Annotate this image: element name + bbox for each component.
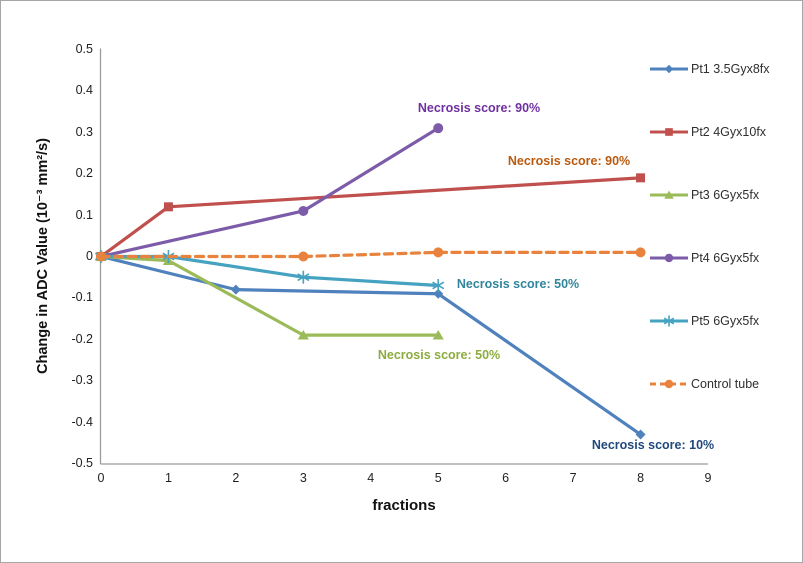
y-tick-label: 0.4 [75, 83, 93, 98]
series-marker-1 [230, 284, 241, 295]
y-tick-label: -0.4 [71, 414, 93, 429]
necrosis-annotation: Necrosis score: 90% [417, 101, 541, 115]
legend-swatch [650, 128, 688, 136]
necrosis-annotation: Necrosis score: 90% [507, 154, 631, 168]
series-marker-1 [635, 429, 646, 440]
legend-label: Pt2 4Gyx10fx [691, 125, 767, 139]
series-line-2 [99, 176, 643, 259]
x-tick-label: 3 [299, 471, 307, 485]
necrosis-annotation: Necrosis score: 50% [377, 348, 501, 362]
x-tick-label: 0 [97, 471, 105, 485]
series-line-6 [99, 250, 643, 259]
y-tick-label: 0.1 [75, 207, 93, 222]
legend-item-4: Pt4 6Gyx5fx [650, 245, 759, 271]
series-line-1 [99, 254, 643, 437]
legend-item-3: Pt3 6Gyx5fx [650, 182, 759, 208]
x-tick-label: 5 [434, 471, 442, 485]
legend-label: Pt4 6Gyx5fx [691, 251, 760, 265]
necrosis-annotation: Necrosis score: 10% [591, 438, 715, 452]
legend-label: Pt3 6Gyx5fx [691, 188, 760, 202]
y-tick-label: -0.5 [71, 456, 93, 470]
x-tick-label: 9 [704, 471, 712, 485]
y-axis-title: Change in ADC Value (10⁻³ mm²/s) [35, 138, 51, 374]
series-marker-6 [96, 251, 106, 262]
x-tick-label: 4 [367, 471, 375, 485]
series-marker-6 [433, 247, 444, 258]
series-marker-2 [636, 173, 646, 183]
y-tick-label: -0.1 [71, 290, 93, 305]
series-marker-2 [163, 202, 173, 212]
series-line-3 [99, 254, 440, 337]
legend-label: Pt1 3.5Gyx8fx [691, 62, 770, 76]
legend-item-5: Pt5 6Gyx5fx [650, 308, 759, 334]
series-marker-5 [297, 270, 310, 284]
x-tick-label: 1 [164, 471, 172, 485]
series-marker-6 [298, 251, 309, 262]
series-marker-1 [433, 288, 444, 299]
y-tick-label: 0.5 [75, 42, 93, 56]
y-tick-label: 0.2 [75, 166, 93, 181]
y-tick-label: -0.2 [71, 331, 93, 346]
x-tick-label: 2 [232, 471, 240, 485]
legend-swatch [650, 253, 688, 263]
series-marker-3 [297, 329, 309, 340]
series-marker-6 [635, 247, 646, 258]
x-tick-label: 6 [502, 471, 510, 485]
legend-swatch [650, 64, 688, 74]
y-tick-label: 0 [86, 249, 93, 263]
legend-swatch [650, 379, 688, 389]
series-marker-3 [432, 329, 444, 340]
series-marker-5 [432, 278, 445, 292]
x-tick-label: 8 [637, 471, 645, 485]
legend-item-6: Control tube [650, 371, 759, 397]
x-tick-label: 7 [569, 471, 577, 485]
legend-item-2: Pt2 4Gyx10fx [650, 119, 766, 145]
legend-swatch [650, 190, 688, 199]
series-marker-4 [433, 123, 444, 134]
series-marker-4 [298, 205, 309, 216]
legend-label: Control tube [691, 377, 760, 391]
y-tick-label: -0.3 [71, 373, 93, 388]
legend-swatch [650, 315, 688, 327]
legend-label: Pt5 6Gyx5fx [691, 314, 760, 328]
x-axis-title: fractions [372, 497, 436, 514]
legend-item-1: Pt1 3.5Gyx8fx [650, 56, 770, 82]
necrosis-annotation: Necrosis score: 50% [456, 277, 580, 291]
y-tick-label: 0.3 [75, 124, 93, 139]
